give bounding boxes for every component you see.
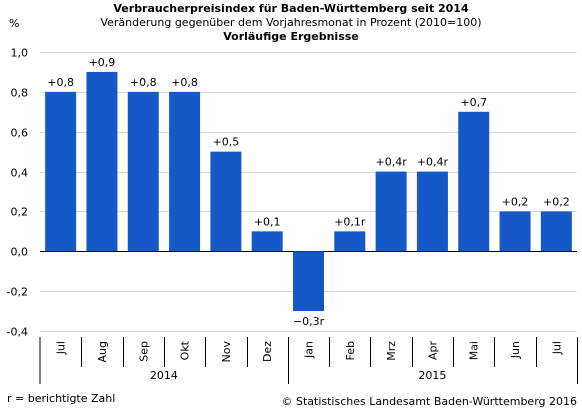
year-label: 2015 <box>418 369 446 382</box>
y-unit-label: % <box>9 17 20 30</box>
bar <box>540 211 572 252</box>
y-tick-label: -0,2 <box>7 286 28 299</box>
data-label: +0,4r <box>375 156 407 169</box>
data-label: +0,2 <box>543 195 570 208</box>
bar <box>169 91 201 252</box>
x-tick-label: Feb <box>344 341 357 360</box>
y-tick-label: 0,4 <box>11 167 29 180</box>
y-tick-label: 0,8 <box>11 87 29 100</box>
x-tick-label: Nov <box>220 341 233 363</box>
data-label: +0,4r <box>417 156 449 169</box>
data-label: +0,5 <box>213 136 240 149</box>
data-label: +0,8 <box>171 76 198 89</box>
copyright-notice: © Statistisches Landesamt Baden-Württemb… <box>281 395 577 408</box>
y-tick-label: 0,2 <box>11 206 29 219</box>
x-tick-label: Dez <box>261 341 274 362</box>
data-label: +0,2 <box>502 195 529 208</box>
data-label: +0,1 <box>254 215 281 228</box>
bar <box>375 171 407 252</box>
bar <box>45 91 77 252</box>
x-tick-label: Jul <box>55 341 68 355</box>
bar <box>127 91 159 252</box>
year-label: 2014 <box>150 369 178 382</box>
bar <box>86 71 118 252</box>
x-tick-label: Okt <box>179 340 192 360</box>
chart-title: Verbraucherpreisindex für Baden-Württemb… <box>113 2 469 15</box>
x-tick-label: Jun <box>509 341 522 359</box>
y-tick-label: 0,6 <box>11 127 29 140</box>
x-tick-label: Apr <box>426 341 439 361</box>
bar <box>251 231 283 252</box>
data-label: +0,7 <box>460 96 487 109</box>
data-label: +0,8 <box>47 76 74 89</box>
x-tick-label: Mai <box>468 341 481 360</box>
y-tick-label: 0,0 <box>11 246 29 259</box>
x-tick-label: Jan <box>303 341 316 359</box>
chart-subtitle: Veränderung gegenüber dem Vorjahresmonat… <box>100 16 482 29</box>
data-label: +0,8 <box>130 76 157 89</box>
y-tick-label: -0,4 <box>7 326 28 339</box>
bar <box>293 251 324 312</box>
bar <box>416 171 448 252</box>
data-label: +0,9 <box>89 56 116 69</box>
bar <box>334 231 366 252</box>
bar <box>210 151 242 252</box>
bar <box>499 211 531 252</box>
x-tick-label: Mrz <box>385 341 398 361</box>
x-tick-label: Aug <box>96 341 109 362</box>
data-label: +0,1r <box>334 215 366 228</box>
footnote: r = berichtigte Zahl <box>7 392 116 405</box>
y-tick-label: 1,0 <box>11 47 29 60</box>
x-tick-label: Sep <box>137 341 150 362</box>
x-tick-label: Jul <box>550 341 563 355</box>
chart-title-block: Verbraucherpreisindex für Baden-Württemb… <box>0 2 582 44</box>
data-label: −0,3r <box>293 315 325 328</box>
bar <box>458 111 490 252</box>
chart-note: Vorläufige Ergebnisse <box>223 30 359 43</box>
